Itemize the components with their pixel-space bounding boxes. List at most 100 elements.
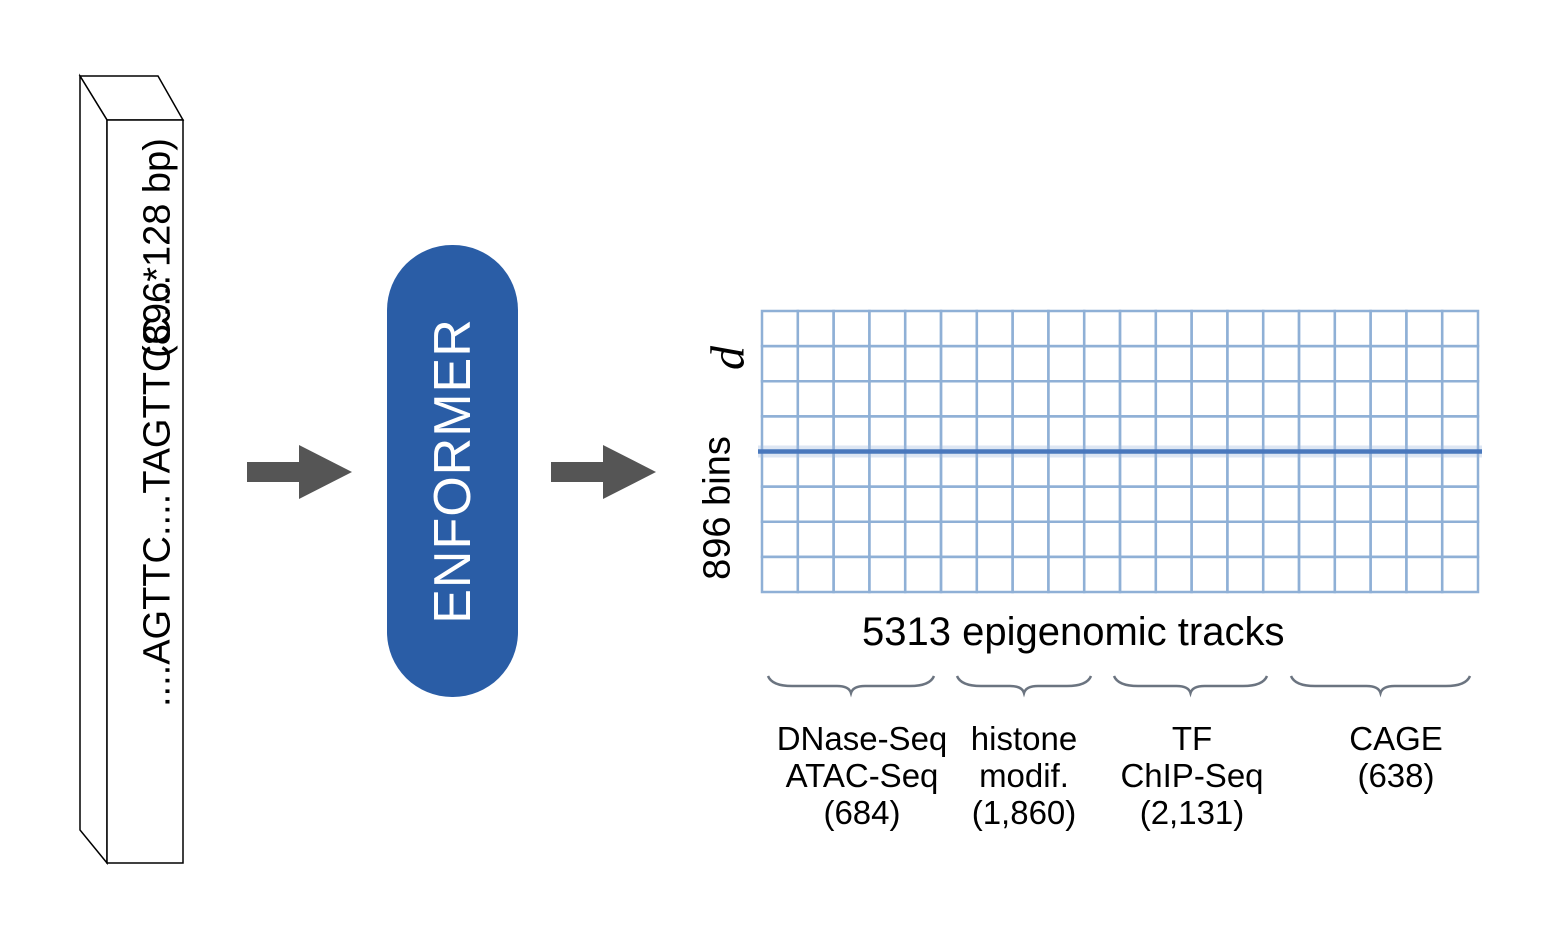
grid-cell (1369, 520, 1408, 559)
grid-cell (796, 309, 835, 348)
grid-cell (1440, 520, 1480, 559)
grid-cell (760, 309, 800, 348)
grid-cell (760, 380, 800, 418)
rows-label: 896 bins (696, 436, 739, 580)
brace-0 (766, 675, 936, 698)
brace-1 (955, 675, 1093, 698)
grid-cell (975, 344, 1014, 383)
arrow-to-model (247, 445, 352, 499)
grid-cell (868, 344, 907, 383)
grid-cell (1369, 309, 1408, 348)
grid-cell (1261, 520, 1301, 559)
grid-cell (1297, 309, 1337, 348)
grid-cell (1082, 485, 1122, 524)
output-grid (758, 309, 1482, 594)
grid-cell (832, 520, 871, 559)
grid-cell (1154, 344, 1193, 383)
grid-cell (903, 380, 943, 418)
grid-cell (868, 309, 907, 348)
grid-cell (832, 555, 871, 594)
grid-cell (1082, 309, 1122, 348)
grid-cell (975, 485, 1014, 524)
brace-2 (1112, 675, 1269, 698)
grid-cell (1226, 555, 1265, 594)
grid-cell (1190, 309, 1229, 348)
grid-cell (1405, 344, 1444, 383)
grid-cell (1333, 520, 1372, 559)
grid-cell (975, 309, 1014, 348)
grid-cell (1190, 520, 1229, 559)
grid-cell (1011, 380, 1050, 418)
grid-cell (1261, 485, 1301, 524)
grid-cell (939, 344, 979, 383)
grid-cell (975, 380, 1014, 418)
grid-cell (1011, 344, 1050, 383)
grid-cell (1047, 520, 1086, 559)
grid-cell (903, 344, 943, 383)
grid-cell (1118, 520, 1158, 559)
grid-cell (1440, 309, 1480, 348)
grid-cell (975, 555, 1014, 594)
grid-cell (1226, 309, 1265, 348)
grid-cell (1297, 520, 1337, 559)
grid-cell (903, 309, 943, 348)
d-label: d (701, 346, 755, 370)
grid-cell (760, 344, 800, 383)
group-label-cage: CAGE (638) (1286, 720, 1506, 794)
grid-cell (1297, 485, 1337, 524)
grid-cell (903, 555, 943, 594)
grid-cell (832, 344, 871, 383)
grid-cell (1261, 555, 1301, 594)
brace-3 (1289, 675, 1472, 698)
grid-cell (1369, 555, 1408, 594)
grid-cell (939, 309, 979, 348)
grid-cell (939, 555, 979, 594)
group-label-tf: TF ChIP-Seq (2,131) (1082, 720, 1302, 831)
grid-cell (1440, 485, 1480, 524)
grid-cell (939, 485, 979, 524)
grid-cell (796, 380, 835, 418)
input-sequence-bar (78, 73, 185, 866)
grid-cell (1047, 309, 1086, 348)
grid-cell (1261, 380, 1301, 418)
grid-cell (903, 485, 943, 524)
grid-cell (903, 520, 943, 559)
grid-cell (939, 520, 979, 559)
grid-cell (796, 520, 835, 559)
grid-cell (1118, 309, 1158, 348)
grid-cell (1154, 520, 1193, 559)
grid-cell (1440, 555, 1480, 594)
grid-cell (1082, 344, 1122, 383)
grid-cell (1226, 520, 1265, 559)
group-label-dnase: DNase-Seq ATAC-Seq (684) (752, 720, 972, 831)
grid-cell (1333, 309, 1372, 348)
bar-front-face (106, 119, 184, 864)
grid-cell (1154, 309, 1193, 348)
grid-cell (1011, 309, 1050, 348)
grid-cell (1405, 309, 1444, 348)
grid-cell (760, 520, 800, 559)
track-group-braces (766, 675, 1472, 698)
grid-cell (832, 380, 871, 418)
input-length-note: (896*128 bp) (136, 138, 179, 358)
grid-cell (1154, 380, 1193, 418)
group-tf-line-2: ChIP-Seq (1120, 757, 1264, 794)
grid-cell (1190, 555, 1229, 594)
grid-cell (1369, 344, 1408, 383)
group-dnase-line-1: DNase-Seq (776, 720, 948, 757)
columns-label: 5313 epigenomic tracks (862, 610, 1285, 654)
grid-cell (868, 380, 907, 418)
grid-cell (1082, 520, 1122, 559)
group-dnase-line-2: ATAC-Seq (785, 757, 939, 794)
group-histone-line-1: histone (970, 720, 1078, 757)
arrow-to-output (551, 445, 656, 499)
grid-cell (1405, 520, 1444, 559)
group-histone-line-2: modif. (979, 757, 1069, 794)
grid-cell (832, 309, 871, 348)
group-label-histone: histone modif. (1,860) (914, 720, 1134, 831)
group-cage-line-2: (638) (1357, 757, 1435, 794)
grid-cell (1297, 380, 1337, 418)
grid-cell (1226, 485, 1265, 524)
grid-cell (1047, 344, 1086, 383)
